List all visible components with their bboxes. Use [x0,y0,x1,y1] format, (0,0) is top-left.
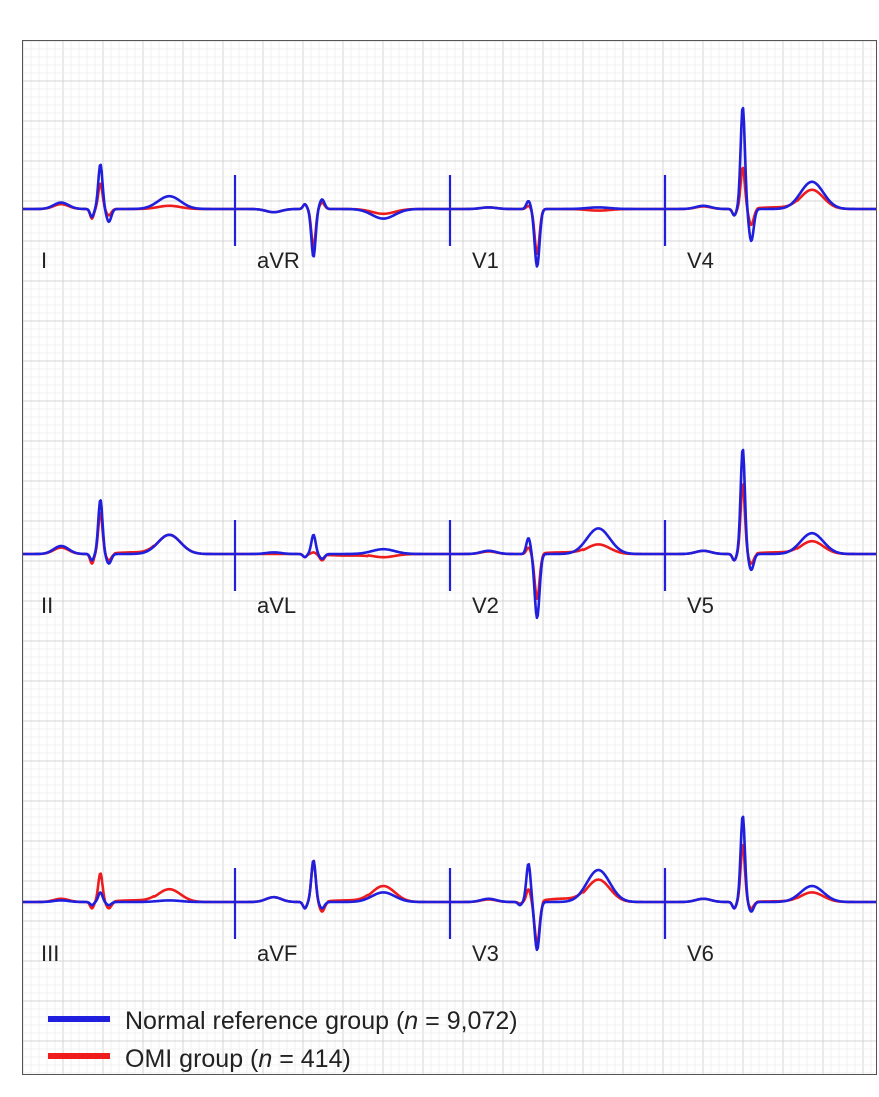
lead-label-v5: V5 [687,593,714,618]
lead-label-iii: III [41,941,59,966]
trace-normal-v5 [664,448,876,572]
ecg-traces [23,106,876,952]
lead-label-v2: V2 [472,593,499,618]
lead-label-ii: II [41,593,53,618]
trace-normal-v4 [664,106,876,243]
trace-normal-avl [234,533,451,561]
lead-label-avr: aVR [257,248,300,273]
legend-swatch-normal [48,1016,110,1022]
trace-normal-v1 [449,200,666,268]
trace-normal-avr [234,198,451,258]
trace-normal-iii [23,891,236,907]
trace-normal-ii [23,499,236,565]
legend-label-omi: OMI group (n = 414) [125,1045,351,1073]
legend-swatch-omi [48,1053,110,1059]
trace-omi-v1 [449,204,666,255]
trace-normal-v6 [664,815,876,913]
lead-separators [233,175,667,939]
trace-normal-avf [234,859,451,910]
legend: Normal reference group (n = 9,072) OMI g… [48,1007,518,1073]
lead-label-avl: aVL [257,593,296,618]
lead-label-v6: V6 [687,941,714,966]
ecg-grid [23,41,876,1074]
trace-normal-v2 [449,527,666,620]
ecg-chart-frame: I II III aVR aVL aVF V1 V2 V3 V4 V5 V6 Normal refer… [22,40,877,1075]
legend-label-normal: Normal reference group (n = 9,072) [125,1007,518,1035]
lead-label-v1: V1 [472,248,499,273]
lead-label-i: I [41,248,47,273]
trace-normal-v3 [449,862,666,952]
lead-label-avf: aVF [257,941,297,966]
lead-label-v3: V3 [472,941,499,966]
lead-label-v4: V4 [687,248,714,273]
trace-normal-i [23,163,236,224]
trace-omi-v4 [664,166,876,227]
